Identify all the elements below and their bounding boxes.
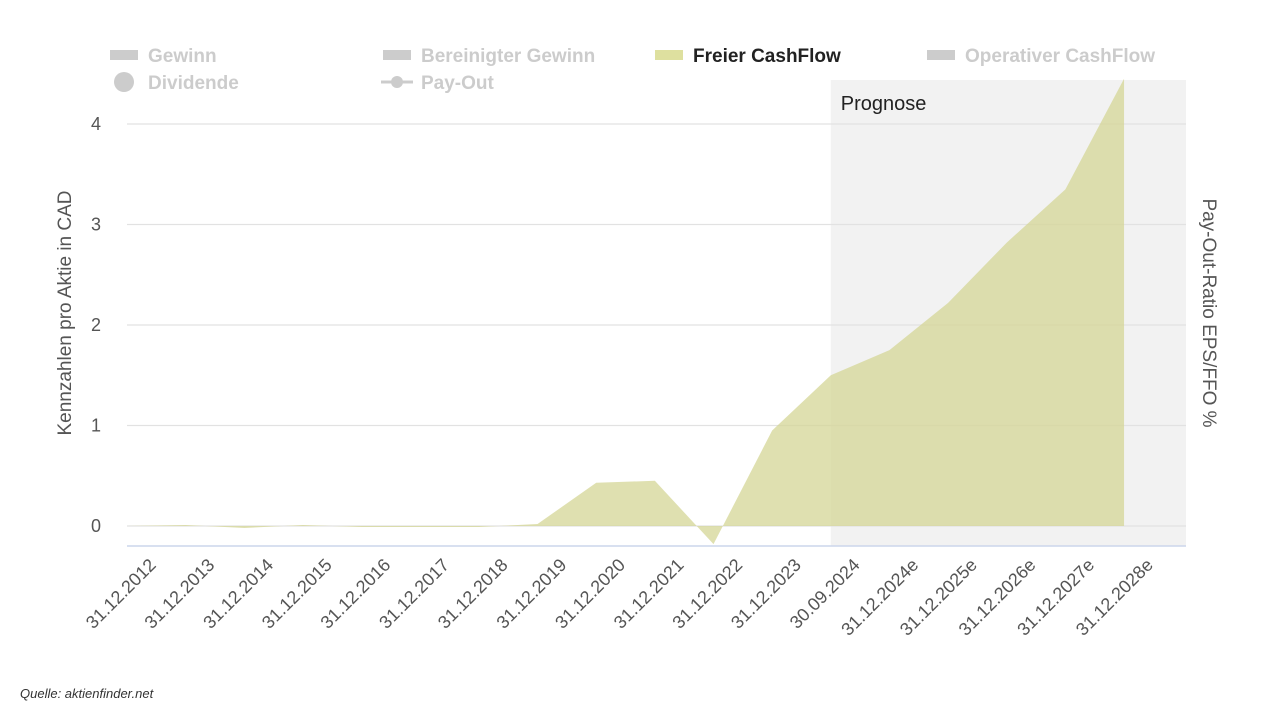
legend-symbol <box>114 72 134 92</box>
y-axis-ticks: 0 1 2 3 4 <box>91 114 101 536</box>
x-axis-ticks: 31.12.201231.12.201331.12.201431.12.2015… <box>82 555 1157 640</box>
legend-label: Pay-Out <box>421 73 495 94</box>
y-tick-label: 0 <box>91 516 101 536</box>
series-area-freier-cashflow <box>127 78 1125 545</box>
legend-item[interactable]: Dividende <box>114 72 239 94</box>
legend-symbol <box>927 50 955 60</box>
legend-item[interactable]: Gewinn <box>110 46 217 67</box>
y-tick-label: 1 <box>91 416 101 436</box>
legend-symbol <box>383 50 411 60</box>
legend-label: Bereinigter Gewinn <box>421 46 595 67</box>
y-tick-label: 4 <box>91 114 101 134</box>
legend-label: Freier CashFlow <box>693 46 841 67</box>
legend-label: Dividende <box>148 73 239 94</box>
y-axis-title: Kennzahlen pro Aktie in CAD <box>55 190 76 435</box>
legend-item[interactable]: Freier CashFlow <box>655 46 841 67</box>
y-tick-label: 2 <box>91 315 101 335</box>
legend-item[interactable]: Operativer CashFlow <box>927 46 1155 67</box>
legend-marker <box>391 76 403 88</box>
forecast-label: Prognose <box>841 93 927 115</box>
legend-label: Gewinn <box>148 46 217 67</box>
legend-symbol <box>110 50 138 60</box>
legend-label: Operativer CashFlow <box>965 46 1155 67</box>
y-tick-label: 3 <box>91 215 101 235</box>
legend-item[interactable]: Pay-Out <box>381 73 495 94</box>
legend-item[interactable]: Bereinigter Gewinn <box>383 46 595 67</box>
y-axis-title-right: Pay-Out-Ratio EPS/FFO % <box>1198 198 1219 427</box>
legend: Gewinn Bereinigter Gewinn Freier CashFlow O… <box>110 46 1155 94</box>
legend-symbol <box>655 50 683 60</box>
source-note: Quelle: aktienfinder.net <box>20 686 154 701</box>
